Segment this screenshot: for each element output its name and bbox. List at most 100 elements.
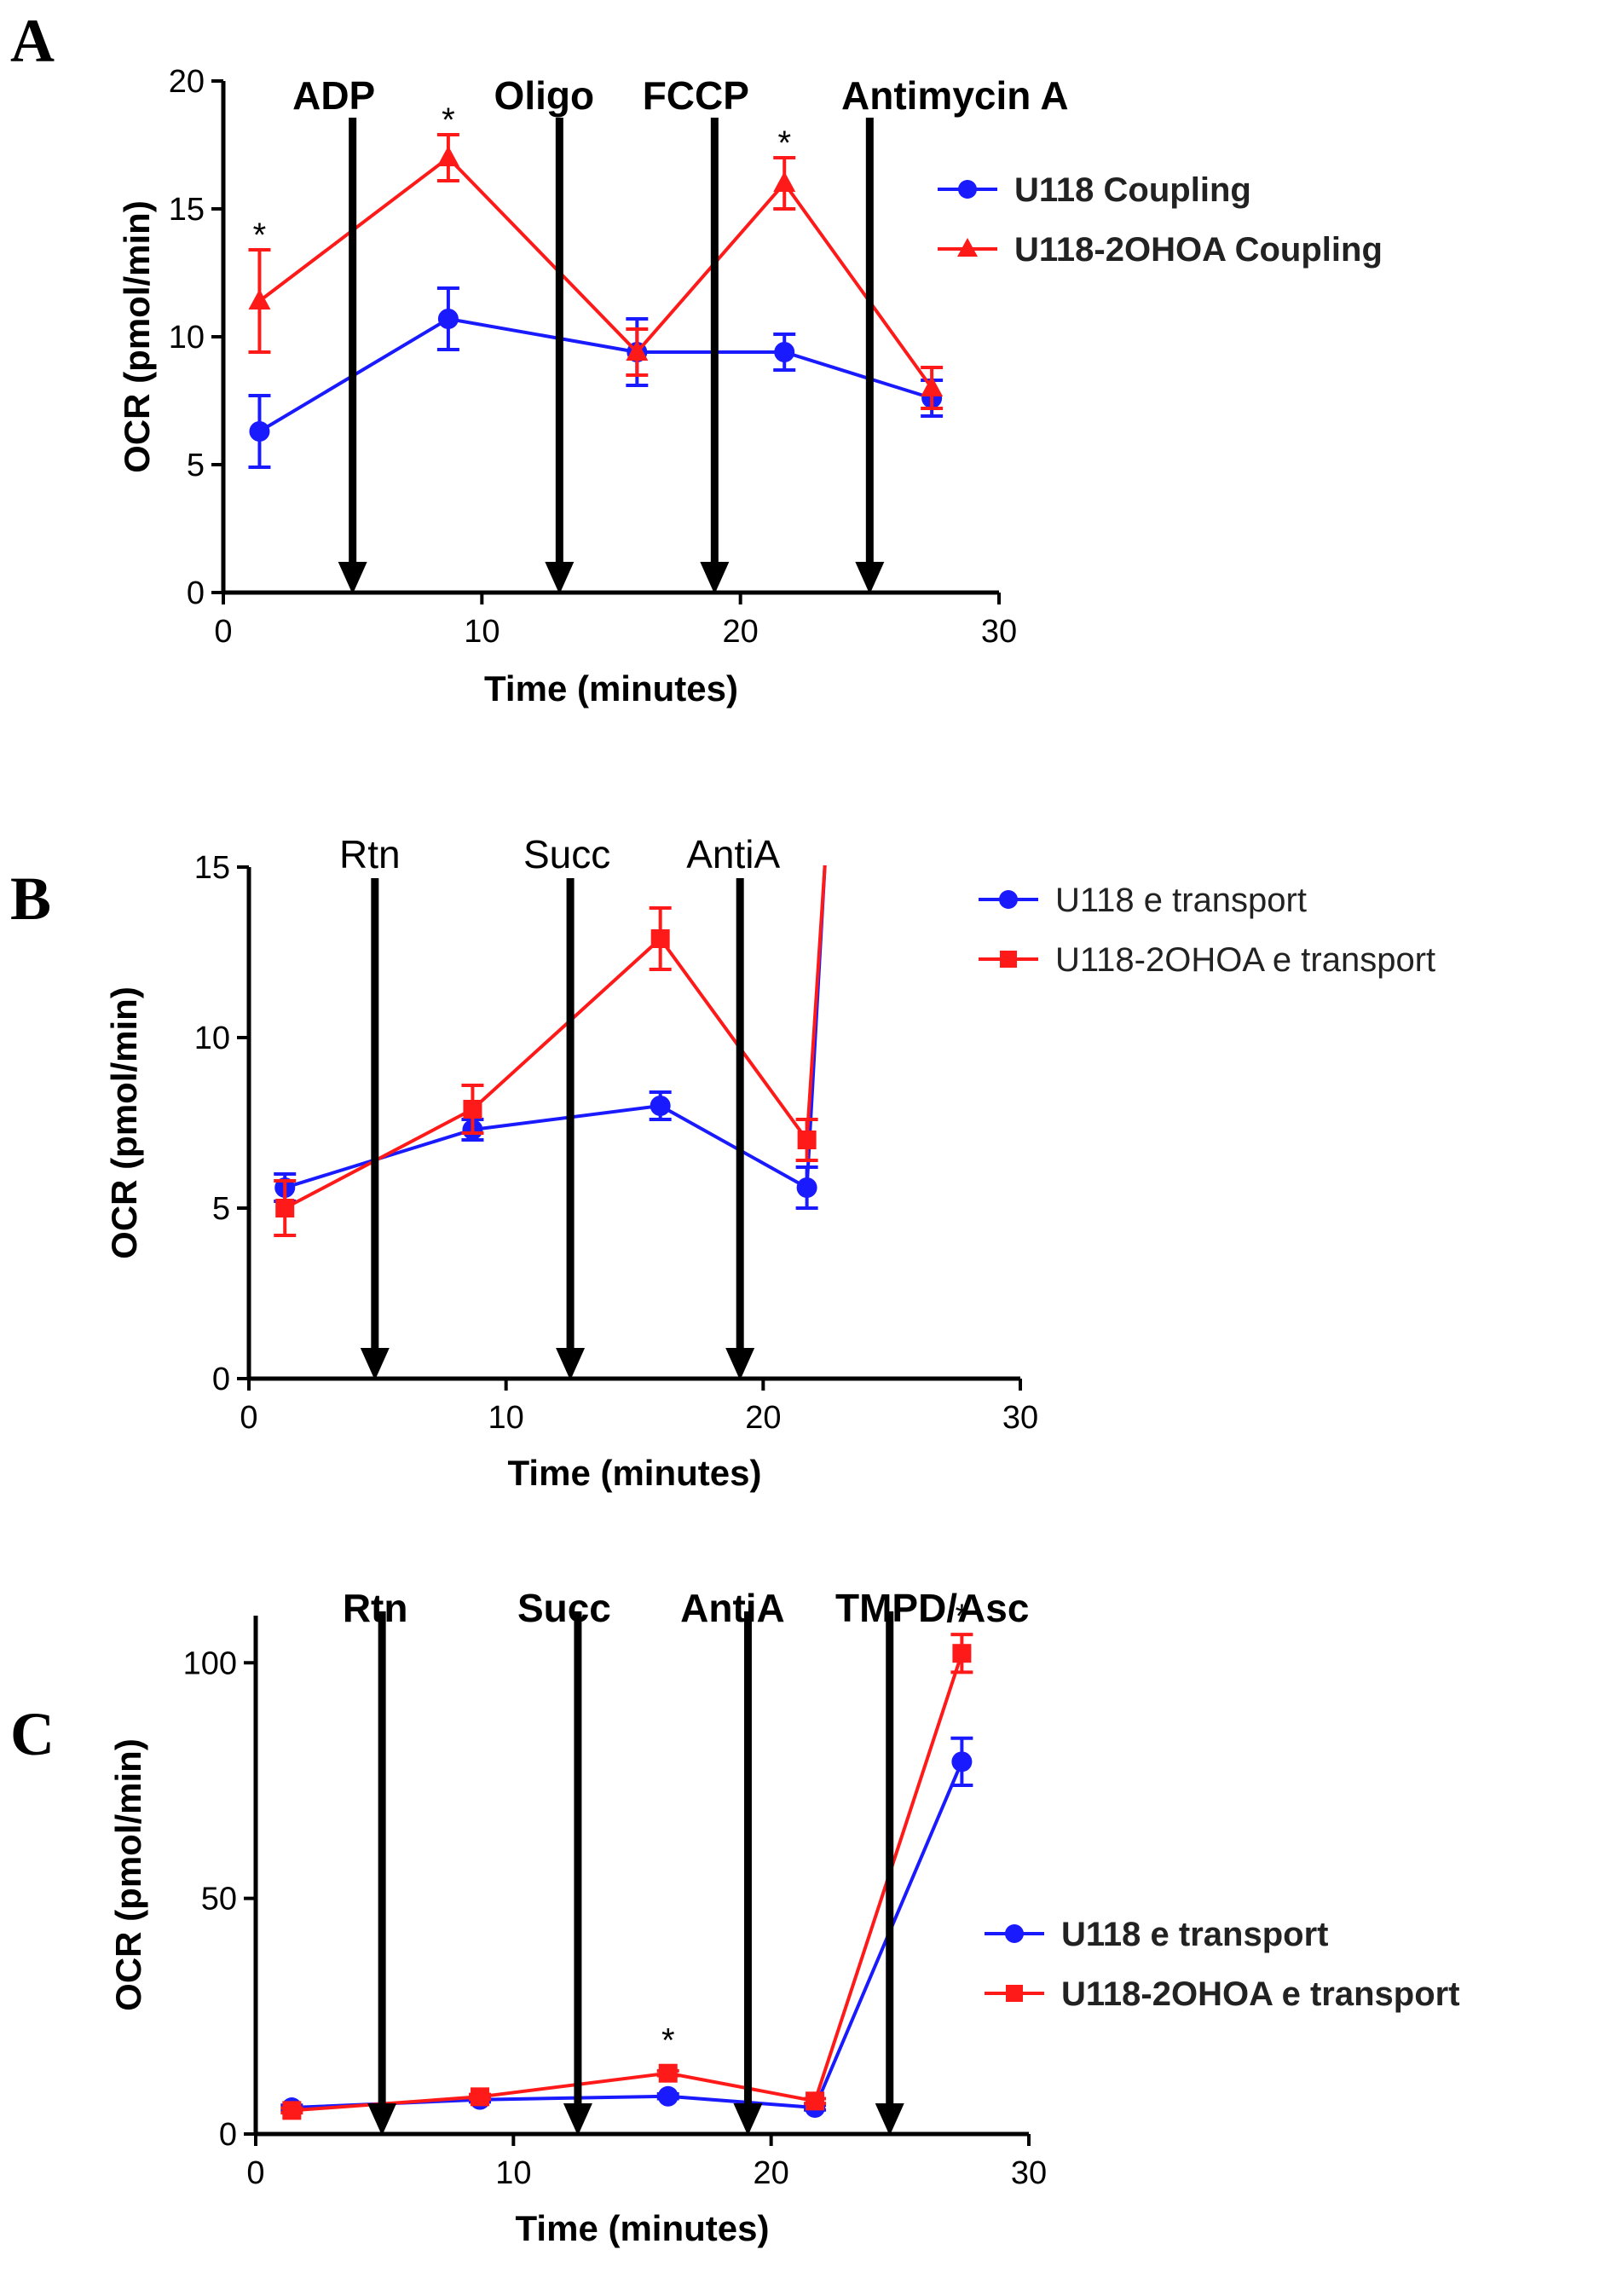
legend-marker — [958, 180, 977, 199]
injection-label: Oligo — [494, 73, 595, 118]
injection-label: Succ — [517, 1586, 611, 1630]
y-tick-label: 50 — [201, 1882, 237, 1917]
legend-label: U118-2OHOA e transport — [1061, 1975, 1460, 2013]
y-tick-label: 10 — [194, 1021, 230, 1056]
legend-marker — [1000, 951, 1017, 968]
data-point — [796, 1177, 817, 1198]
x-tick-label: 10 — [464, 614, 500, 650]
legend-marker — [1006, 1985, 1023, 2002]
x-tick-label: 10 — [488, 1400, 524, 1436]
data-point — [657, 2085, 679, 2107]
injection-arrowhead — [733, 2103, 763, 2136]
y-axis-title: OCR (pmol/min) — [104, 986, 144, 1259]
data-point — [436, 146, 459, 166]
injection-arrowhead — [545, 562, 575, 594]
injection-label: TMPD/Asc — [835, 1586, 1029, 1630]
data-point — [951, 1751, 973, 1773]
x-tick-label: 0 — [214, 614, 232, 650]
injection-label: Rtn — [343, 1586, 408, 1630]
x-axis-title: Time (minutes) — [516, 2208, 770, 2248]
y-tick-label: 5 — [187, 448, 205, 483]
injection-arrowhead — [556, 1348, 586, 1380]
x-tick-label: 20 — [754, 2155, 789, 2191]
x-tick-label: 30 — [1002, 1400, 1038, 1436]
legend-marker — [1005, 1924, 1024, 1943]
legend-label: U118-2OHOA Coupling — [1014, 231, 1383, 269]
data-point — [773, 171, 796, 192]
panel-c: 0 50 100 0 10 20 30 Time (minutes) OCR (pmol/min… — [108, 1586, 1460, 2248]
legend-label: U118 Coupling — [1014, 171, 1251, 209]
legend-label: U118 e transport — [1055, 882, 1307, 919]
data-point — [275, 1199, 295, 1217]
panel-letter-c: C — [10, 1700, 55, 1768]
data-point — [921, 376, 944, 396]
legend-marker — [999, 890, 1018, 909]
injection-arrowhead — [360, 1348, 390, 1380]
data-point — [797, 1131, 817, 1149]
data-point — [650, 1096, 671, 1116]
x-tick-label: 10 — [495, 2155, 531, 2191]
x-tick-label: 20 — [723, 614, 759, 650]
significance-star: * — [661, 2021, 675, 2059]
data-point — [282, 2101, 302, 2120]
panel-letter-a: A — [10, 7, 55, 75]
y-tick-label: 15 — [169, 192, 205, 228]
injection-label: Succ — [523, 832, 610, 876]
significance-star: * — [956, 1598, 969, 1635]
data-point — [248, 289, 271, 309]
series-line-2 — [292, 1652, 964, 2113]
significance-star: * — [777, 124, 791, 162]
y-tick-label: 10 — [169, 320, 205, 356]
injection-arrowhead — [875, 2103, 904, 2136]
injection-label: AntiA — [686, 832, 780, 876]
data-point — [463, 1100, 482, 1119]
injection-arrowhead — [563, 2103, 592, 2136]
series-line-1 — [258, 316, 933, 433]
x-tick-label: 20 — [745, 1400, 781, 1436]
data-point — [806, 2091, 825, 2111]
injection-label: AntiA — [680, 1586, 785, 1630]
x-tick-label: 0 — [246, 2155, 264, 2191]
series-line-2 — [258, 155, 933, 390]
x-tick-label: 0 — [240, 1400, 257, 1436]
injection-arrowhead — [367, 2103, 397, 2136]
data-point — [249, 421, 270, 442]
panel-b: 0 5 10 15 0 10 20 30 Time (minutes) OCR (pmol/min… — [104, 832, 1435, 1493]
significance-star: * — [253, 217, 267, 254]
legend-label: U118 e transport — [1061, 1916, 1328, 1953]
injection-arrowhead — [700, 562, 730, 594]
panel-a: 0 5 10 15 20 0 10 20 30 Time (minutes) OCR (pmol/m… — [117, 64, 1383, 708]
panel-letter-b: B — [10, 865, 51, 933]
series-line-1 — [292, 1761, 964, 2110]
data-point — [952, 1644, 972, 1663]
y-tick-label: 0 — [187, 575, 205, 611]
data-point — [437, 309, 459, 329]
data-point — [650, 929, 670, 948]
y-tick-label: 0 — [212, 1362, 230, 1397]
legend-marker — [957, 238, 978, 257]
legend-label: U118-2OHOA e transport — [1055, 941, 1435, 979]
data-point — [471, 2087, 490, 2107]
y-tick-label: 100 — [183, 1645, 237, 1681]
y-tick-label: 15 — [194, 850, 230, 886]
x-tick-label: 30 — [1011, 2155, 1047, 2191]
y-axis-title: OCR (pmol/min) — [108, 1738, 148, 2011]
significance-star: * — [442, 101, 455, 139]
x-tick-label: 30 — [981, 614, 1017, 650]
injection-label: ADP — [292, 73, 375, 118]
y-tick-label: 0 — [219, 2117, 237, 2153]
injection-label: FCCP — [643, 73, 749, 118]
x-axis-title: Time (minutes) — [508, 1453, 762, 1493]
x-axis-title: Time (minutes) — [484, 668, 738, 708]
y-axis-title: OCR (pmol/min) — [117, 200, 157, 473]
data-point — [626, 340, 649, 361]
injection-label: Rtn — [339, 832, 401, 876]
injection-arrowhead — [725, 1348, 755, 1380]
y-tick-label: 5 — [212, 1191, 230, 1227]
injection-arrowhead — [855, 562, 885, 594]
injection-arrowhead — [338, 562, 367, 594]
data-point — [658, 2063, 678, 2083]
y-tick-label: 20 — [169, 64, 205, 100]
injection-label: Antimycin A — [841, 73, 1069, 118]
